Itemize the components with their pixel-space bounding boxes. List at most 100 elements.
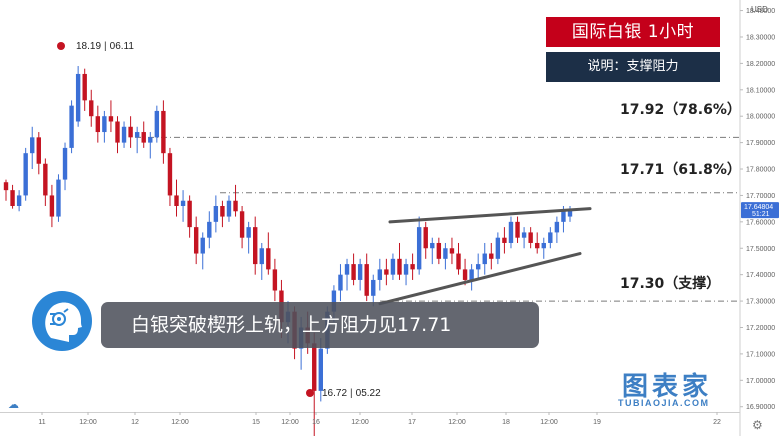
y-tick-label: 17.10000 <box>746 351 775 358</box>
candle-body <box>56 179 61 217</box>
candle-body <box>416 227 422 270</box>
candle-body <box>3 182 9 191</box>
candle-body <box>397 258 402 275</box>
candle-body <box>49 195 55 217</box>
x-tick-label: 12 <box>131 419 139 426</box>
candle-body <box>207 221 212 238</box>
candle-body <box>528 232 533 243</box>
headline-banner: 白银突破楔形上轨，上方阻力见17.71 <box>101 302 539 348</box>
candle-body <box>89 100 94 117</box>
candle-body <box>213 206 219 222</box>
low-date: 05.22 <box>355 388 381 399</box>
high-date: 06.11 <box>109 41 134 52</box>
x-tick-label: 12:00 <box>448 419 466 426</box>
y-tick-label: 18.10000 <box>746 87 775 94</box>
candle-body <box>423 227 428 249</box>
candle-body <box>16 195 22 206</box>
cloud-icon[interactable]: ☁ <box>8 399 19 411</box>
candle-body <box>312 343 317 391</box>
high-marker-label: 18.19 | 06.11 <box>76 41 134 52</box>
candle-body <box>30 137 35 154</box>
candle-body <box>180 200 186 206</box>
high-marker-dot <box>57 42 65 50</box>
candle-body <box>331 290 337 312</box>
y-tick-label: 17.70000 <box>746 193 775 200</box>
candle-body <box>462 269 468 280</box>
candle-body <box>23 153 28 196</box>
candle-body <box>148 137 153 143</box>
x-tick-label: 11 <box>38 419 45 426</box>
candle-body <box>357 264 363 280</box>
y-tick-label: 17.00000 <box>746 378 775 385</box>
level-label-6180: 17.71（61.8%） <box>620 162 741 178</box>
candle-body <box>200 237 205 254</box>
candle-body <box>154 110 160 138</box>
brand-watermark: 图表家 TUBIAOJIA.COM <box>604 366 730 412</box>
x-tick-label: 12:00 <box>351 419 369 426</box>
y-tick-label: 18.00000 <box>746 114 775 121</box>
y-tick-label: 18.40000 <box>746 8 775 15</box>
level-label-support: 17.30（支撑） <box>620 276 721 292</box>
y-tick-label: 17.90000 <box>746 140 775 147</box>
wedge-trendlines <box>378 207 592 306</box>
low-marker-dot <box>306 389 314 397</box>
candle-body <box>233 200 238 212</box>
x-tick-label: 15 <box>252 419 260 426</box>
level-label-7860: 17.92（78.6%） <box>620 102 741 118</box>
candle-body <box>167 153 173 196</box>
candle-body <box>36 137 41 164</box>
y-tick-label: 18.30000 <box>746 34 775 41</box>
candle-body <box>174 195 179 206</box>
candle-body <box>239 211 245 238</box>
chart-title: 国际白银 1小时 <box>546 17 720 47</box>
candle-body <box>69 105 74 148</box>
y-tick-label: 17.80000 <box>746 167 775 174</box>
candle-body <box>259 248 264 265</box>
candle-body <box>508 221 514 243</box>
x-tick-label: 12:00 <box>540 419 558 426</box>
x-tick-label: 12:00 <box>79 419 97 426</box>
candle-body <box>489 253 494 259</box>
candle-body <box>567 208 573 217</box>
x-tick-label: 22 <box>713 419 721 426</box>
candle-body <box>95 116 101 133</box>
candle-body <box>548 232 553 243</box>
candle-body <box>10 190 15 206</box>
time-axis: 11 12:00 12 12:00 15 12:00 16 12:00 17 12:00 18 12:… <box>38 412 721 426</box>
last-price-value: 17.64804 <box>744 204 773 211</box>
candle-body <box>128 126 133 138</box>
candle-body <box>102 116 107 133</box>
candle-body <box>541 242 546 249</box>
y-tick-label: 17.40000 <box>746 272 775 279</box>
low-separator: | <box>350 388 353 399</box>
candle-body <box>521 232 527 238</box>
candle-body <box>108 116 114 122</box>
candle-body <box>469 269 474 280</box>
y-tick-label: 18.20000 <box>746 61 775 68</box>
candle-body <box>436 242 442 259</box>
y-tick-label: 17.50000 <box>746 246 775 253</box>
candle-body <box>554 221 560 233</box>
candle-body <box>377 269 383 280</box>
candle-body <box>226 200 232 217</box>
candle-body <box>246 227 251 238</box>
candle-body <box>141 132 146 143</box>
settings-gear-icon[interactable]: ⚙ <box>752 418 763 432</box>
candle-body <box>456 253 461 270</box>
x-tick-label: 16 <box>312 419 320 426</box>
y-tick-label: 17.60000 <box>746 219 775 226</box>
wedge-lower-line <box>378 252 582 306</box>
candle-body <box>253 227 258 265</box>
candle-body <box>449 248 455 254</box>
candle-body <box>338 274 343 291</box>
candle-body <box>161 110 166 154</box>
watermark-title: 图表家 <box>622 372 713 402</box>
candle-body <box>82 73 87 101</box>
low-marker-label: 16.72 | 05.22 <box>322 388 381 399</box>
candle-body <box>443 248 448 259</box>
candle-body <box>266 248 271 270</box>
high-separator: | <box>104 41 107 52</box>
level-lines <box>135 136 740 302</box>
y-tick-label: 16.90000 <box>746 404 775 411</box>
